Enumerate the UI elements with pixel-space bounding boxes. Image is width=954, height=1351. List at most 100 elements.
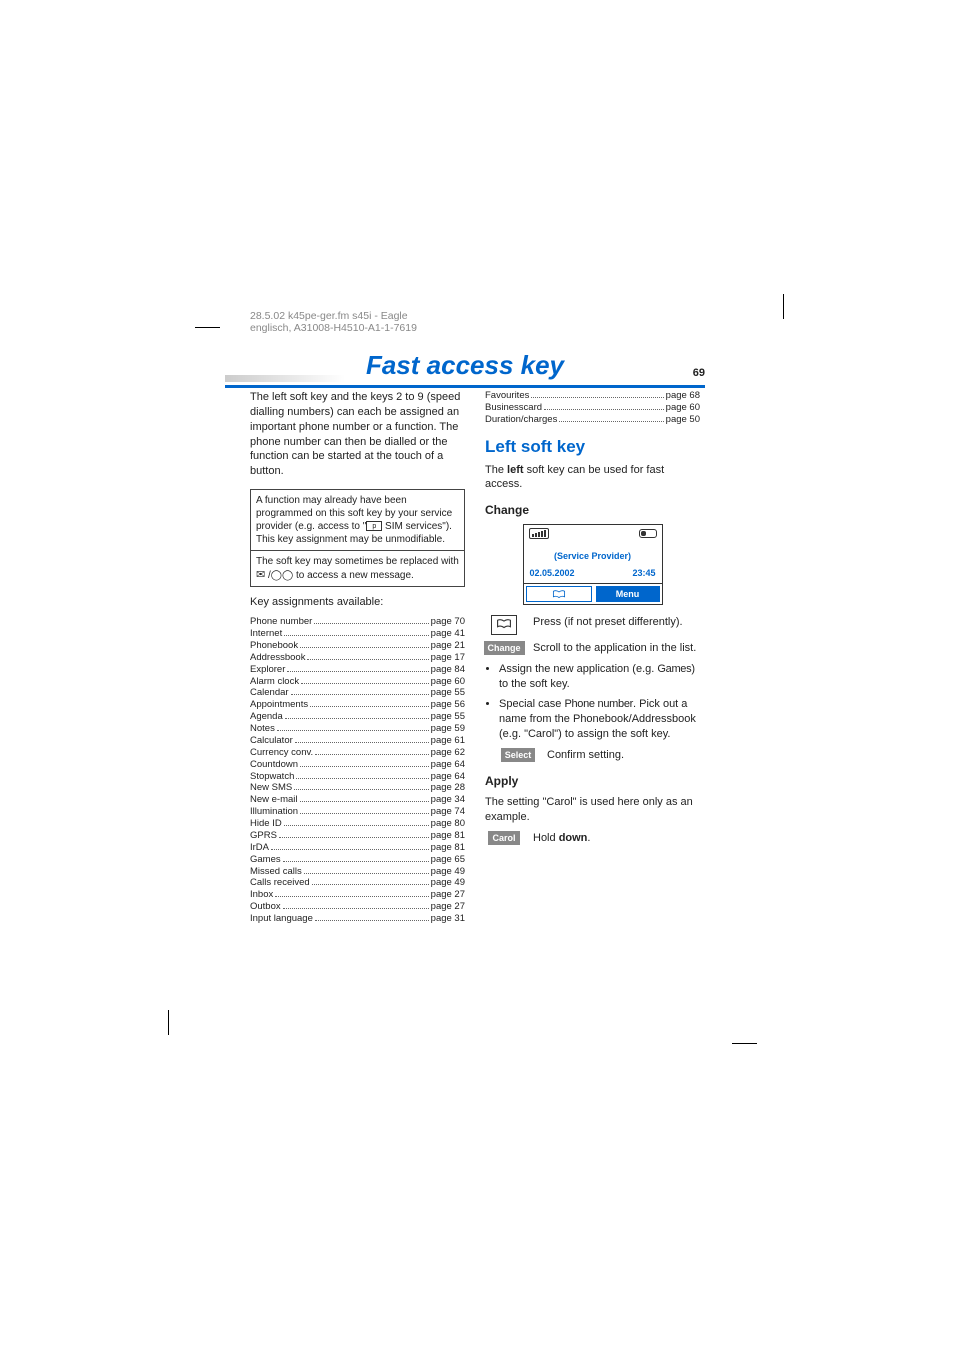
text: . bbox=[587, 832, 590, 844]
assignment-row: New SMS page 28 bbox=[250, 782, 465, 794]
assignment-row: Alarm clock page 60 bbox=[250, 676, 465, 688]
envelope-icon: ✉ bbox=[256, 569, 265, 581]
instruction-icon: Select bbox=[499, 748, 537, 762]
assignment-page: page 60 bbox=[431, 676, 465, 688]
assignment-page: page 27 bbox=[431, 901, 465, 913]
assignment-page: page 62 bbox=[431, 747, 465, 759]
assignment-page: page 28 bbox=[431, 782, 465, 794]
phone-softkeys: Menu bbox=[524, 583, 662, 604]
leader-dots bbox=[295, 736, 429, 743]
book-icon bbox=[491, 615, 517, 635]
instruction-row: Change Scroll to the application in the … bbox=[485, 641, 700, 656]
leader-dots bbox=[283, 903, 429, 910]
assignment-page: page 80 bbox=[431, 818, 465, 830]
apply-intro: The setting "Carol" is used here only as… bbox=[485, 795, 700, 825]
assignment-label: IrDA bbox=[250, 842, 269, 854]
assignment-row: Calendarpage 55 bbox=[250, 687, 465, 699]
assignment-label: Games bbox=[250, 854, 281, 866]
assignment-page: page 27 bbox=[431, 889, 465, 901]
assignment-row: Missed callspage 49 bbox=[250, 866, 465, 878]
text-condensed: Phone number bbox=[564, 698, 633, 710]
right-column: Favouritespage 68Businesscardpage 60Dura… bbox=[485, 390, 700, 925]
leader-dots bbox=[315, 914, 429, 921]
note-text: to access a new message. bbox=[293, 570, 414, 581]
assignment-label: Alarm clock bbox=[250, 676, 299, 688]
assignment-label: Hide ID bbox=[250, 818, 282, 830]
leader-dots bbox=[291, 689, 429, 696]
assignment-label: Currency conv. bbox=[250, 747, 313, 759]
voicemail-icon: ◯◯ bbox=[271, 570, 293, 581]
text-bold: down bbox=[559, 832, 588, 844]
leader-dots bbox=[287, 665, 428, 672]
text: Special case bbox=[499, 698, 564, 710]
phone-datetime: 02.05.2002 23:45 bbox=[524, 565, 662, 583]
assignment-label: Businesscard bbox=[485, 402, 542, 414]
assignment-row: Phonebook page 21 bbox=[250, 640, 465, 652]
assignment-row: Illuminationpage 74 bbox=[250, 806, 465, 818]
assignment-label: Agenda bbox=[250, 711, 283, 723]
assignment-row: New e-mailpage 34 bbox=[250, 794, 465, 806]
assignment-label: Calculator bbox=[250, 735, 293, 747]
bullet-list: Assign the new application (e.g. Games) … bbox=[485, 662, 700, 763]
assignment-row: Phone numberpage 70 bbox=[250, 616, 465, 628]
instruction-icon: Change bbox=[485, 641, 523, 655]
instruction-text: Confirm setting. bbox=[547, 748, 700, 763]
crop-mark bbox=[732, 1043, 757, 1044]
leader-dots bbox=[559, 415, 663, 422]
text: Hold bbox=[533, 832, 559, 844]
leader-dots bbox=[315, 748, 428, 755]
assignment-label: Phonebook bbox=[250, 640, 298, 652]
signal-icon bbox=[529, 528, 549, 539]
assignment-label: Addressbook bbox=[250, 652, 305, 664]
assignment-page: page 21 bbox=[431, 640, 465, 652]
instruction-row: Carol Hold down. bbox=[485, 831, 700, 846]
change-pill: Change bbox=[484, 641, 525, 655]
assignment-label: Inbox bbox=[250, 889, 273, 901]
assignment-page: page 81 bbox=[431, 830, 465, 842]
assignment-label: Countdown bbox=[250, 759, 298, 771]
assignment-row: Agenda page 55 bbox=[250, 711, 465, 723]
assignment-page: page 65 bbox=[431, 854, 465, 866]
leader-dots bbox=[301, 677, 429, 684]
leader-dots bbox=[531, 391, 663, 398]
assignment-row: Countdownpage 64 bbox=[250, 759, 465, 771]
assignment-row: Notespage 59 bbox=[250, 723, 465, 735]
assignment-page: page 74 bbox=[431, 806, 465, 818]
softkey-right-menu: Menu bbox=[596, 586, 660, 602]
assignment-page: page 70 bbox=[431, 616, 465, 628]
assignment-page: page 64 bbox=[431, 771, 465, 783]
assignment-page: page 34 bbox=[431, 794, 465, 806]
assignment-page: page 31 bbox=[431, 913, 465, 925]
phone-status-bar bbox=[524, 525, 662, 542]
assignment-row: Stopwatchpage 64 bbox=[250, 771, 465, 783]
assignment-row: Currency conv. page 62 bbox=[250, 747, 465, 759]
assignment-row: Calculator page 61 bbox=[250, 735, 465, 747]
phone-time: 23:45 bbox=[632, 567, 655, 579]
assignment-row: Hide ID page 80 bbox=[250, 818, 465, 830]
text-condensed: Games bbox=[657, 663, 691, 675]
assignment-row: Appointmentspage 56 bbox=[250, 699, 465, 711]
crop-mark bbox=[168, 1010, 169, 1035]
assignment-label: Missed calls bbox=[250, 866, 302, 878]
assignment-page: page 59 bbox=[431, 723, 465, 735]
battery-icon bbox=[639, 529, 657, 538]
note-text: The soft key may sometimes be replaced w… bbox=[256, 556, 459, 567]
assignment-label: New SMS bbox=[250, 782, 292, 794]
assignment-page: page 55 bbox=[431, 711, 465, 723]
leader-dots bbox=[300, 760, 429, 767]
note-box: A function may already have been program… bbox=[250, 489, 465, 587]
leader-dots bbox=[284, 629, 428, 636]
assignment-page: page 61 bbox=[431, 735, 465, 747]
text-bold: left bbox=[507, 464, 524, 476]
phone-date: 02.05.2002 bbox=[530, 567, 575, 579]
assignment-row: Addressbookpage 17 bbox=[250, 652, 465, 664]
bullet-item: Special case Phone number. Pick out a na… bbox=[499, 697, 700, 762]
leader-dots bbox=[544, 403, 664, 410]
leader-dots bbox=[275, 891, 428, 898]
bullet-item: Assign the new application (e.g. Games) … bbox=[499, 662, 700, 692]
leader-dots bbox=[307, 653, 428, 660]
intro-paragraph: The left soft key and the keys 2 to 9 (s… bbox=[250, 390, 465, 479]
text: The bbox=[485, 464, 507, 476]
carol-pill: Carol bbox=[488, 831, 519, 845]
leader-dots bbox=[285, 713, 429, 720]
